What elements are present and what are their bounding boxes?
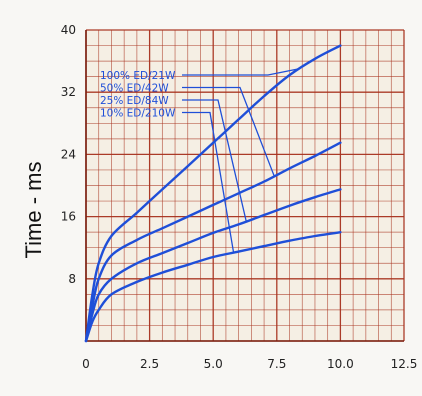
y-tick-label: 40	[61, 23, 76, 37]
series-line	[84, 188, 342, 343]
x-tick-label: 5.0	[204, 357, 223, 371]
series-line	[84, 231, 342, 343]
legend-label: 25% ED/84W	[100, 95, 169, 107]
y-tick-label: 16	[61, 210, 76, 224]
x-tick-label: 7.5	[267, 357, 286, 371]
legend-label: 10% ED/210W	[100, 108, 176, 120]
legend-label: 50% ED/42W	[100, 83, 169, 95]
x-tick-label: 2.5	[140, 357, 159, 371]
x-tick-label: 0	[82, 357, 90, 371]
legend-label: 100% ED/21W	[100, 70, 176, 82]
y-tick-label: 32	[61, 85, 76, 99]
y-tick-label: 24	[61, 147, 76, 161]
x-tick-label: 12.5	[391, 357, 418, 371]
grid	[85, 29, 405, 342]
legend-leader-line	[182, 86, 275, 177]
series-lines	[84, 44, 342, 343]
y-tick-label: 8	[68, 272, 76, 286]
legend-leader-line	[182, 111, 235, 253]
legend-leader-line	[182, 99, 247, 222]
series-line	[84, 141, 342, 343]
x-tick-label: 10.0	[327, 357, 354, 371]
legend-leader-line	[182, 67, 300, 76]
series-line	[84, 44, 342, 343]
